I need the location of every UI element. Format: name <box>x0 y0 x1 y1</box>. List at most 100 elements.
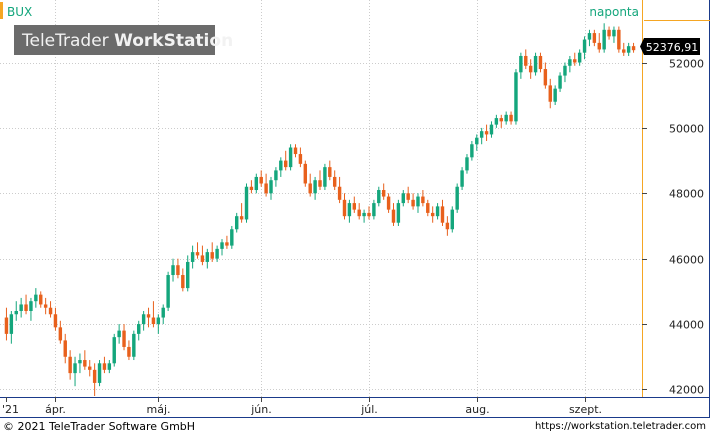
candle-body <box>450 209 454 230</box>
candle-body <box>543 69 548 86</box>
candle-body <box>156 317 161 325</box>
candle-body <box>313 180 317 194</box>
candle-body <box>190 252 195 262</box>
grid-lines <box>0 0 642 397</box>
x-tick-label: jún. <box>250 403 272 416</box>
candle-body <box>225 242 229 246</box>
candle-body <box>249 186 254 191</box>
candle-body <box>582 39 587 53</box>
candle-body <box>107 363 112 370</box>
candle-body <box>308 183 312 194</box>
candle-body <box>519 55 523 73</box>
candle-body <box>176 265 180 276</box>
candle-body <box>239 216 244 220</box>
last-price-pointer <box>640 38 644 55</box>
candle-body <box>426 203 430 213</box>
candle-body <box>102 363 107 370</box>
candle-body <box>171 265 175 276</box>
candle-body <box>92 369 97 383</box>
symbol-label: BUX <box>7 5 32 19</box>
candle-body <box>514 72 518 122</box>
period-label: naponta <box>589 5 639 19</box>
candle-body <box>88 366 92 370</box>
candle-body <box>592 33 597 43</box>
candle-body <box>137 324 141 334</box>
brand-regular: TeleTrader <box>21 31 114 51</box>
candle-body <box>528 65 533 73</box>
source-url[interactable]: https://workstation.teletrader.com <box>534 421 706 432</box>
candle-body <box>127 346 131 357</box>
x-tick-label: máj. <box>146 403 170 416</box>
candle-body <box>573 59 577 63</box>
candle-body <box>298 154 303 164</box>
candle-body <box>151 317 156 325</box>
candle-body <box>465 157 469 171</box>
candle-body <box>4 317 9 334</box>
candle-body <box>9 314 14 334</box>
candle-body <box>484 131 489 135</box>
candle-body <box>161 307 165 318</box>
candle-body <box>205 252 210 262</box>
candle-body <box>577 52 582 63</box>
candle-body <box>293 147 298 155</box>
candle-body <box>141 314 146 325</box>
candle-body <box>29 301 33 311</box>
brand-text: TeleTrader WorkStation <box>21 31 233 51</box>
candle-body <box>553 88 557 102</box>
last-price-box <box>644 38 700 55</box>
y-axis: 42000 44000 46000 48000 50000 52000 <box>642 58 704 397</box>
candle-body <box>377 190 381 204</box>
candle-body <box>146 314 151 318</box>
candle-body <box>548 85 552 102</box>
x-axis: '21 ápr. máj. jún. júl. aug. szept. <box>2 397 602 416</box>
candle-body <box>401 193 406 204</box>
candle-body <box>244 186 249 220</box>
candle-body <box>195 252 200 256</box>
candle-body <box>83 360 87 367</box>
candle-body <box>43 304 48 308</box>
candle-body <box>34 294 38 302</box>
brand-bold: WorkStation <box>114 31 233 51</box>
candle-body <box>63 340 67 357</box>
copyright-text: © 2021 TeleTrader Software GmbH <box>3 420 196 433</box>
candle-body <box>533 55 538 73</box>
candle-body <box>288 147 293 168</box>
candle-body <box>558 75 562 89</box>
candle-body <box>332 176 337 187</box>
candle-body <box>626 46 631 53</box>
candle-body <box>269 180 273 194</box>
x-tick-label: '21 <box>2 403 19 416</box>
candle-body <box>215 248 219 259</box>
y-tick-label: 42000 <box>669 384 704 397</box>
x-tick-label: szept. <box>569 403 602 416</box>
candle-body <box>460 170 464 187</box>
candle-body <box>279 160 283 171</box>
candle-body <box>499 118 503 122</box>
candle-body <box>186 261 190 289</box>
y-tick-label: 50000 <box>669 123 704 136</box>
candle-body <box>470 144 474 158</box>
candle-body <box>166 275 170 308</box>
candle-body <box>367 212 371 217</box>
candle-body <box>14 310 18 315</box>
candle-body <box>372 203 376 217</box>
candle-body <box>352 203 357 210</box>
candle-body <box>475 137 479 145</box>
candle-body <box>416 196 420 207</box>
candle-body <box>73 363 77 374</box>
symbol-accent-bar <box>0 2 3 19</box>
candle-body <box>303 163 308 184</box>
candle-body <box>391 209 396 223</box>
candle-body <box>53 314 58 328</box>
candle-body <box>607 29 611 37</box>
candle-body <box>24 304 28 311</box>
candle-body <box>617 29 621 50</box>
candle-body <box>181 275 185 289</box>
candle-body <box>524 55 528 66</box>
candle-body <box>347 203 352 217</box>
candle-body <box>122 330 126 347</box>
candle-body <box>97 363 102 383</box>
candle-body <box>117 330 121 338</box>
candle-body <box>68 356 72 374</box>
